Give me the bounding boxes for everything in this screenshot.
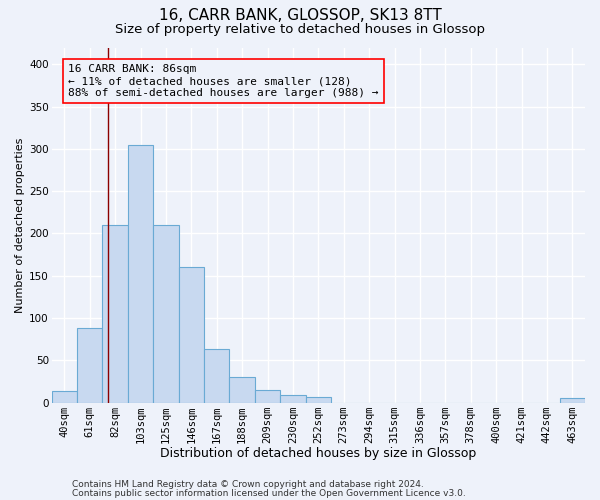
Y-axis label: Number of detached properties: Number of detached properties (15, 138, 25, 312)
Bar (280, 395, 305, 402)
Bar (560, 398, 585, 402)
Text: Contains HM Land Registry data © Crown copyright and database right 2024.: Contains HM Land Registry data © Crown c… (72, 480, 424, 489)
Text: 16, CARR BANK, GLOSSOP, SK13 8TT: 16, CARR BANK, GLOSSOP, SK13 8TT (158, 8, 442, 22)
Text: 16 CARR BANK: 86sqm
← 11% of detached houses are smaller (128)
88% of semi-detac: 16 CARR BANK: 86sqm ← 11% of detached ho… (68, 64, 379, 98)
X-axis label: Distribution of detached houses by size in Glossop: Distribution of detached houses by size … (160, 447, 476, 460)
Text: Size of property relative to detached houses in Glossop: Size of property relative to detached ho… (115, 22, 485, 36)
Text: Contains public sector information licensed under the Open Government Licence v3: Contains public sector information licen… (72, 490, 466, 498)
Bar (153, 225, 179, 402)
Bar (52, 390, 77, 402)
Bar (204, 350, 229, 403)
Bar (255, 390, 280, 402)
Bar (305, 398, 331, 402)
Bar (128, 144, 153, 402)
Bar (229, 377, 255, 402)
Bar (77, 328, 103, 402)
Bar (103, 225, 128, 402)
Bar (179, 268, 204, 402)
